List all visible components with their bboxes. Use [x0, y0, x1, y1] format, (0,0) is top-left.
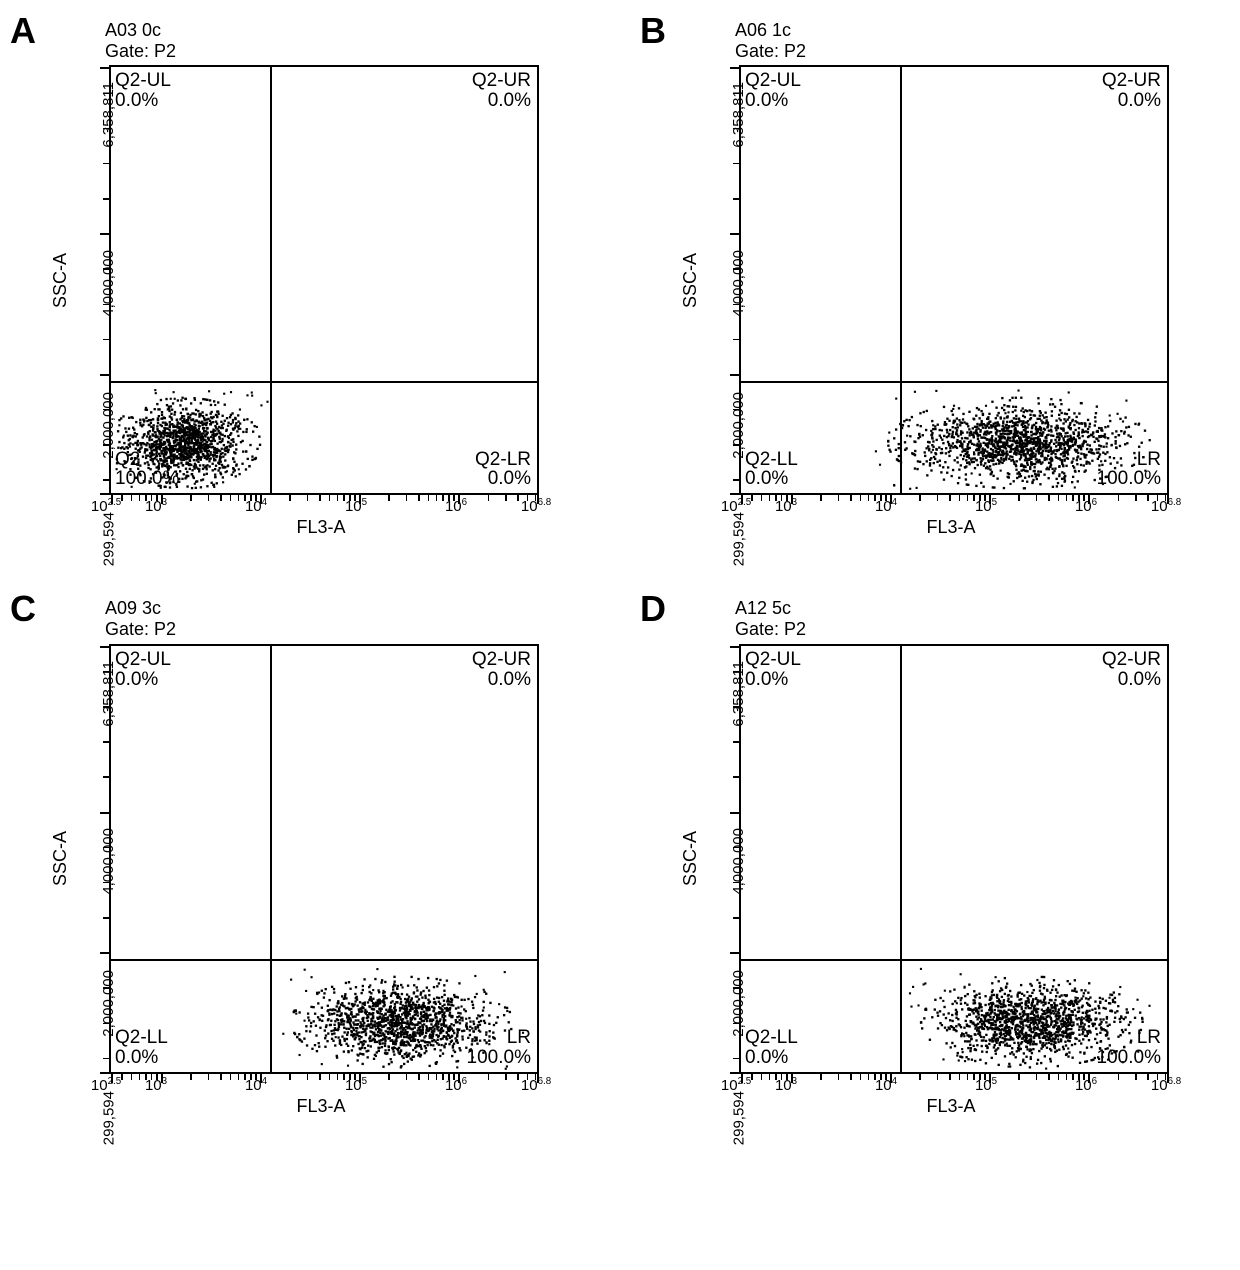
xtick: 104 [875, 497, 897, 515]
quadrant-ul: Q2-UL0.0% [115, 650, 171, 690]
xtick: 105 [975, 497, 997, 515]
scatter-plot: Q2-UL0.0% Q2-UR0.0% Q2100.0% Q2-LR0.0% [109, 65, 539, 495]
panel-A: A A03 0c Gate: P2 SSC-A 299,5942,000,000… [20, 20, 590, 538]
xtick: 106 [1075, 497, 1097, 515]
xaxis-label: FL3-A [106, 517, 536, 538]
xtick: 104 [875, 1076, 897, 1094]
ytick: 299,594 [731, 512, 748, 566]
quadrant-ur: Q2-UR0.0% [472, 71, 531, 111]
panel-header: A03 0c Gate: P2 [105, 20, 590, 61]
xtick: 103 [775, 497, 797, 515]
scatter-plot: Q2-UL0.0% Q2-UR0.0% Q2-LL0.0% LR100.0% [739, 65, 1169, 495]
panel-D: D A12 5c Gate: P2 SSC-A 299,5942,000,000… [650, 598, 1220, 1116]
gate-label: Gate: P2 [105, 619, 590, 640]
xaxis-label: FL3-A [106, 1096, 536, 1117]
quadrant-vline [270, 67, 272, 493]
yaxis-label: SSC-A [50, 253, 71, 308]
yaxis-label: SSC-A [50, 831, 71, 886]
xtick: 105 [345, 497, 367, 515]
xtick: 103 [145, 1076, 167, 1094]
quadrant-vline [900, 646, 902, 1072]
gate-label: Gate: P2 [735, 619, 1220, 640]
quadrant-hline [741, 381, 1167, 383]
sample-id: A09 3c [105, 598, 590, 619]
xtick: 103 [145, 497, 167, 515]
panel-C: C A09 3c Gate: P2 SSC-A 299,5942,000,000… [20, 598, 590, 1116]
panel-letter: C [10, 588, 36, 630]
gate-label: Gate: P2 [105, 41, 590, 62]
xaxis-label: FL3-A [736, 517, 1166, 538]
quadrant-lr: Q2-LR0.0% [475, 450, 531, 490]
xtick: 106.8 [521, 497, 551, 515]
quadrant-ur: Q2-UR0.0% [1102, 71, 1161, 111]
sample-id: A03 0c [105, 20, 590, 41]
xtick: 102.5 [721, 1076, 751, 1094]
quadrant-ll: Q2-LL0.0% [745, 1028, 798, 1068]
xtick: 104 [245, 497, 267, 515]
quadrant-vline [270, 646, 272, 1072]
quadrant-hline [741, 959, 1167, 961]
quadrant-ul: Q2-UL0.0% [745, 71, 801, 111]
xtick: 102.5 [91, 1076, 121, 1094]
sample-id: A12 5c [735, 598, 1220, 619]
gate-label: Gate: P2 [735, 41, 1220, 62]
panel-letter: D [640, 588, 666, 630]
ytick: 299,594 [101, 512, 118, 566]
xtick: 106 [1075, 1076, 1097, 1094]
quadrant-vline [900, 67, 902, 493]
panel-header: A12 5c Gate: P2 [735, 598, 1220, 639]
ytick: 299,594 [731, 1091, 748, 1145]
scatter-plot: Q2-UL0.0% Q2-UR0.0% Q2-LL0.0% LR100.0% [739, 644, 1169, 1074]
xtick: 106.8 [1151, 497, 1181, 515]
xtick: 103 [775, 1076, 797, 1094]
xtick: 106.8 [1151, 1076, 1181, 1094]
quadrant-ur: Q2-UR0.0% [1102, 650, 1161, 690]
xtick: 106 [445, 497, 467, 515]
quadrant-ll: Q2-LL0.0% [115, 1028, 168, 1068]
ytick: 299,594 [101, 1091, 118, 1145]
yaxis-label: SSC-A [680, 831, 701, 886]
quadrant-ll: Q2100.0% [115, 450, 179, 490]
quadrant-hline [111, 959, 537, 961]
quadrant-ll: Q2-LL0.0% [745, 450, 798, 490]
xtick: 106.8 [521, 1076, 551, 1094]
xtick: 105 [975, 1076, 997, 1094]
quadrant-lr: LR100.0% [467, 1028, 531, 1068]
xtick: 106 [445, 1076, 467, 1094]
xtick: 105 [345, 1076, 367, 1094]
panel-letter: B [640, 10, 666, 52]
figure-grid: A A03 0c Gate: P2 SSC-A 299,5942,000,000… [20, 20, 1220, 1117]
xtick: 102.5 [721, 497, 751, 515]
panel-B: B A06 1c Gate: P2 SSC-A 299,5942,000,000… [650, 20, 1220, 538]
sample-id: A06 1c [735, 20, 1220, 41]
panel-letter: A [10, 10, 36, 52]
panel-header: A06 1c Gate: P2 [735, 20, 1220, 61]
scatter-plot: Q2-UL0.0% Q2-UR0.0% Q2-LL0.0% LR100.0% [109, 644, 539, 1074]
quadrant-ur: Q2-UR0.0% [472, 650, 531, 690]
yaxis-label: SSC-A [680, 253, 701, 308]
quadrant-lr: LR100.0% [1097, 450, 1161, 490]
xaxis-label: FL3-A [736, 1096, 1166, 1117]
panel-header: A09 3c Gate: P2 [105, 598, 590, 639]
xtick: 104 [245, 1076, 267, 1094]
quadrant-lr: LR100.0% [1097, 1028, 1161, 1068]
quadrant-hline [111, 381, 537, 383]
quadrant-ul: Q2-UL0.0% [115, 71, 171, 111]
xtick: 102.5 [91, 497, 121, 515]
quadrant-ul: Q2-UL0.0% [745, 650, 801, 690]
